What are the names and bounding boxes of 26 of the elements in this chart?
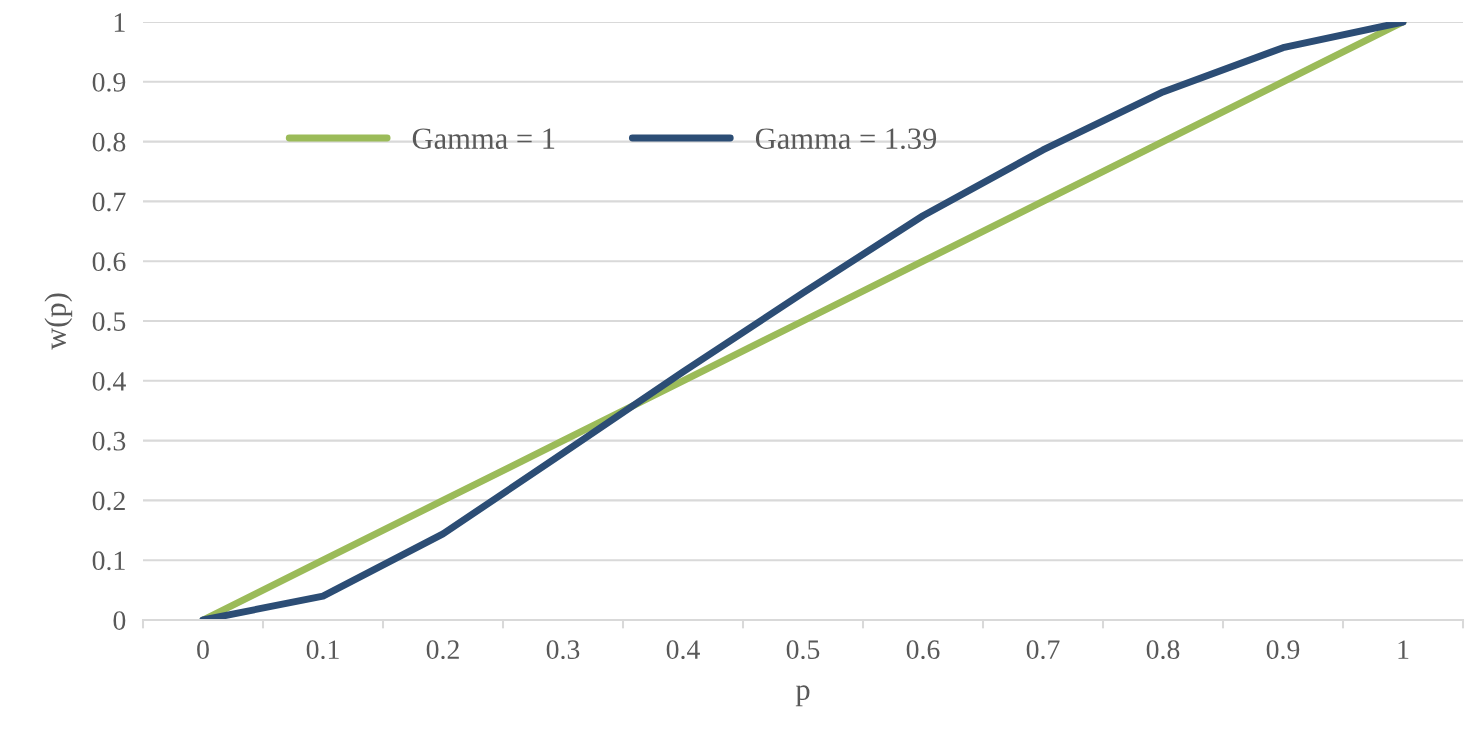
y-tick-label: 0.9 xyxy=(92,72,126,92)
x-tick-label: 0.7 xyxy=(1026,640,1060,660)
x-tick-label: 0.9 xyxy=(1266,640,1300,660)
y-tick-label: 0.5 xyxy=(92,312,126,332)
x-tick-label: 0.6 xyxy=(906,640,940,660)
y-tick-label: 0.1 xyxy=(92,551,125,571)
legend-label: Gamma = 1.39 xyxy=(755,128,937,150)
x-tick-label: 0.1 xyxy=(306,640,339,660)
x-tick-label: 0.2 xyxy=(426,640,459,660)
y-tick-label: 0 xyxy=(113,611,126,630)
x-tick-label: 0 xyxy=(197,640,209,659)
y-tick-label: 0.8 xyxy=(92,132,126,152)
x-tick-label: 0.5 xyxy=(786,640,820,660)
x-tick-label: 0.3 xyxy=(546,640,580,660)
y-tick-label: 0.7 xyxy=(92,192,126,212)
y-tick-label: 0.4 xyxy=(92,371,126,391)
y-tick-label: 0.3 xyxy=(92,431,126,451)
x-tick-label: 1 xyxy=(1398,640,1409,659)
x-tick-label: 0.4 xyxy=(666,640,700,660)
x-tick-label: 0.8 xyxy=(1146,640,1180,660)
y-tick-label: 1 xyxy=(114,13,125,32)
x-axis-title: p xyxy=(795,685,810,707)
y-tick-label: 0.2 xyxy=(92,491,125,511)
y-axis-title: w(p) xyxy=(44,293,73,350)
legend-label: Gamma = 1 xyxy=(412,128,555,149)
y-tick-label: 0.6 xyxy=(92,252,126,272)
